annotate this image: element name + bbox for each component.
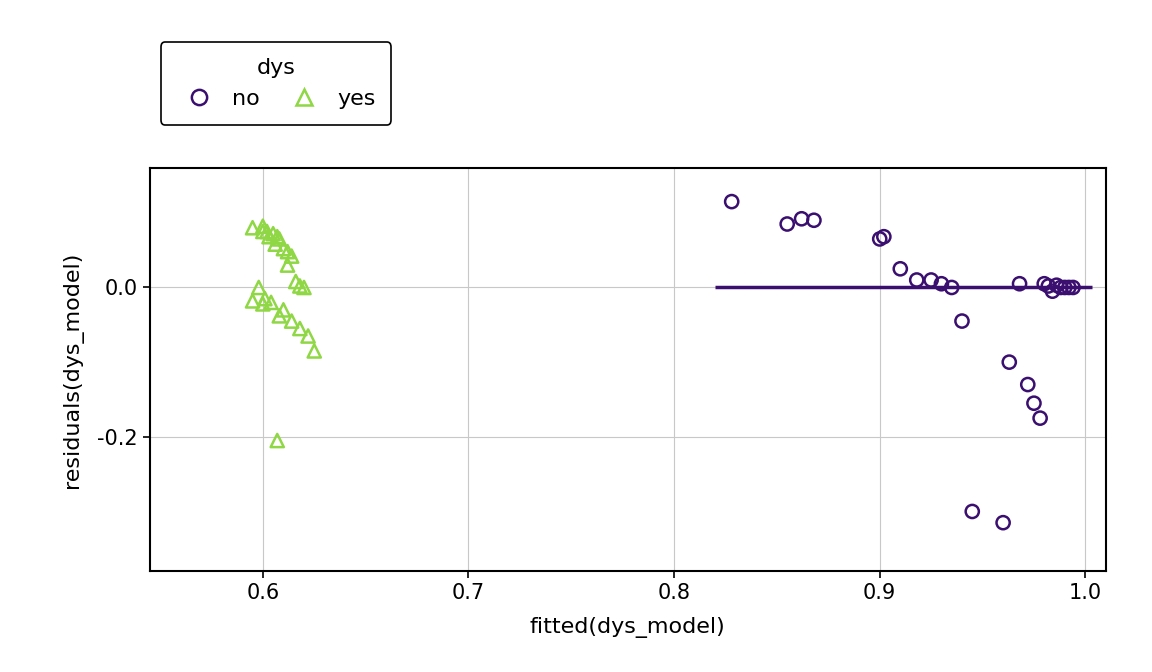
Point [253,226,272,237]
Point [1025,398,1044,409]
Point [260,231,279,242]
Y-axis label: residuals(dys_model): residuals(dys_model) [62,251,83,488]
Point [295,282,313,293]
Point [243,222,262,233]
Point [908,275,926,286]
Point [305,345,324,356]
Point [1039,281,1058,292]
Point [262,297,280,308]
Point [1052,282,1070,293]
Point [290,323,309,334]
Point [287,276,305,287]
Point [282,316,301,327]
Point [270,234,288,245]
Point [942,282,961,293]
Point [268,435,287,446]
Point [1031,413,1049,423]
Point [274,243,293,254]
Point [258,226,276,237]
Point [994,517,1013,528]
Point [266,239,285,249]
Point [1044,286,1062,296]
Point [243,296,262,306]
Point [268,231,287,242]
Point [298,331,317,341]
Point [270,310,288,321]
Point [778,218,796,229]
Point [793,214,811,224]
Point [1055,282,1074,293]
Legend: no, yes: no, yes [161,42,392,124]
X-axis label: fitted(dys_model): fitted(dys_model) [530,617,726,638]
Point [874,231,893,242]
Point [290,281,309,292]
Point [1000,357,1018,368]
Point [722,196,741,207]
Point [1018,379,1037,390]
Point [963,506,982,517]
Point [274,304,293,315]
Point [1047,280,1066,290]
Point [953,316,971,327]
Point [922,275,940,286]
Point [282,251,301,261]
Point [279,259,297,270]
Point [256,293,274,304]
Point [264,228,282,239]
Point [1060,282,1078,293]
Point [932,278,950,289]
Point [279,246,297,257]
Point [805,215,824,226]
Point [253,221,272,232]
Point [892,263,910,274]
Point [1063,282,1082,293]
Point [250,282,268,293]
Point [1010,278,1029,289]
Point [1034,278,1053,289]
Point [871,234,889,245]
Point [253,298,272,309]
